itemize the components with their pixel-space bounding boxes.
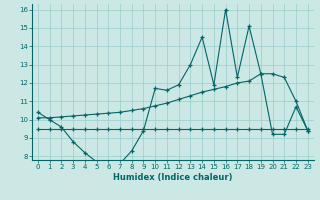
X-axis label: Humidex (Indice chaleur): Humidex (Indice chaleur) <box>113 173 233 182</box>
